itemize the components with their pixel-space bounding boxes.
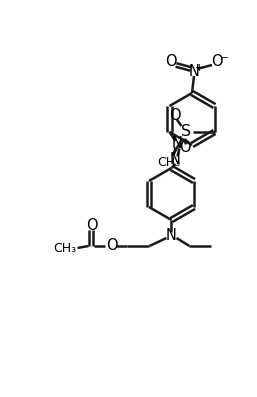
Text: O: O bbox=[165, 54, 177, 69]
Text: CH₃: CH₃ bbox=[157, 156, 180, 168]
Text: S: S bbox=[181, 125, 191, 139]
Text: N: N bbox=[172, 137, 183, 152]
Text: N: N bbox=[189, 64, 199, 79]
Text: CH₃: CH₃ bbox=[53, 241, 76, 254]
Text: O: O bbox=[86, 218, 97, 233]
Text: N: N bbox=[166, 229, 177, 243]
Text: O: O bbox=[179, 141, 190, 156]
Text: O: O bbox=[106, 239, 117, 254]
Text: +: + bbox=[195, 63, 203, 73]
Text: −: − bbox=[220, 53, 228, 63]
Text: O: O bbox=[169, 108, 180, 123]
Text: N: N bbox=[170, 152, 181, 168]
Text: O: O bbox=[211, 54, 223, 69]
